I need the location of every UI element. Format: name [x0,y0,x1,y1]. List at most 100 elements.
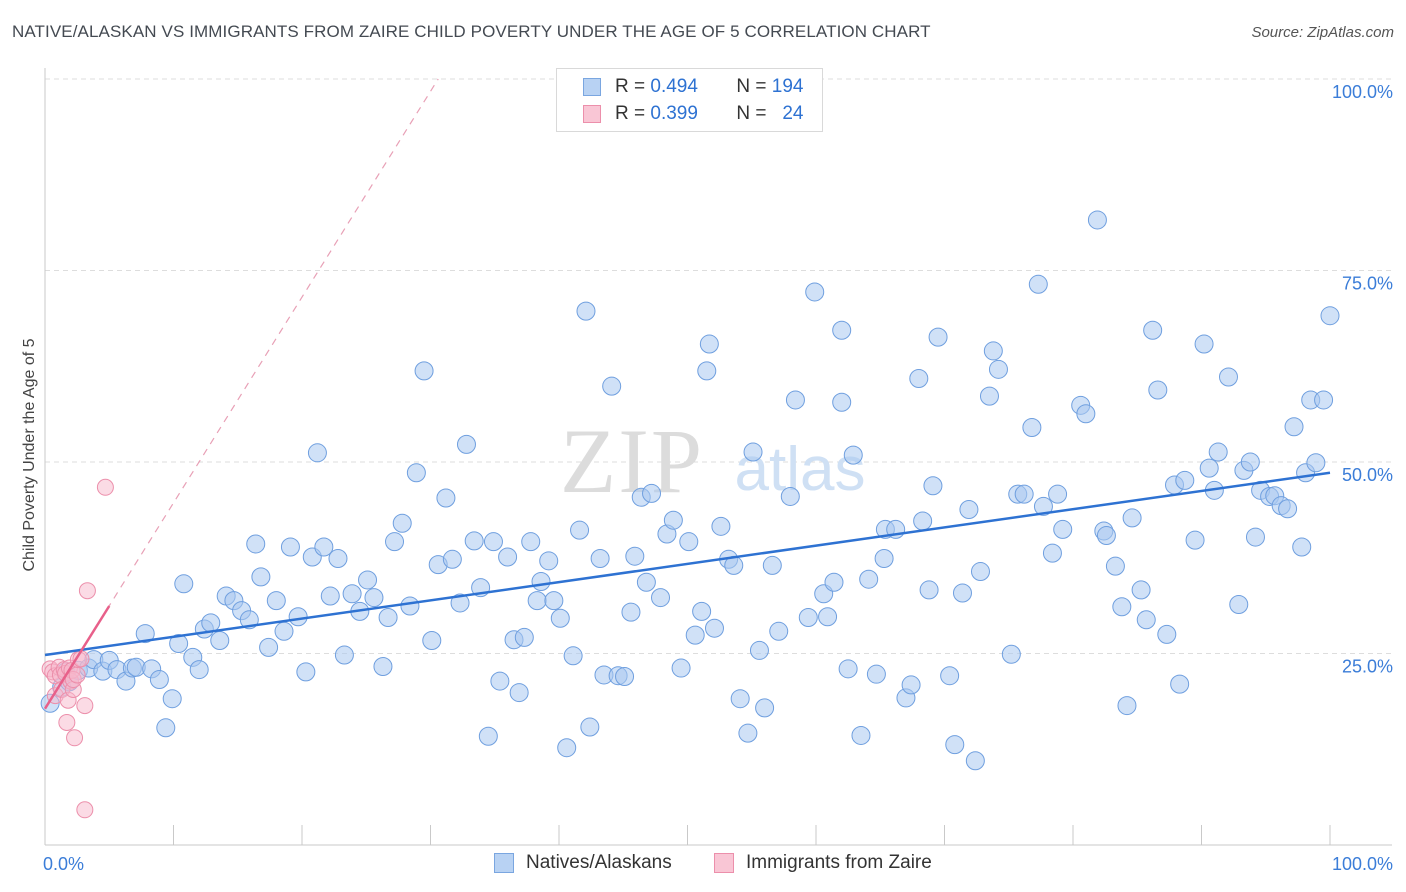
data-point-natives [210,630,230,650]
data-point-natives [818,607,838,627]
legend-n-value: 24 [782,103,804,124]
data-point-natives [1053,519,1073,539]
watermark-zip: ZIP [560,410,704,512]
data-point-zaire [58,713,76,731]
data-point-natives [959,499,979,519]
legend-r-value: 0.399 [650,103,698,124]
data-point-natives [514,627,534,647]
bottom-legend-label-zaire: Immigrants from Zaire [746,852,932,873]
data-point-natives [913,511,933,531]
data-point-natives [456,434,476,454]
legend-row-natives: R = 0.494 N = 194 [583,75,803,99]
data-point-natives [1076,404,1096,424]
data-point-zaire [66,729,84,747]
data-point-natives [1148,380,1168,400]
data-point-natives [274,621,294,641]
data-point-zaire [68,666,86,684]
data-point-natives [970,562,990,582]
data-point-natives [400,596,420,616]
data-point-natives [201,613,221,633]
bottom-legend-natives: Natives/Alaskans [494,852,672,874]
data-point-natives [625,546,645,566]
data-point-natives [334,645,354,665]
data-point-natives [824,572,844,592]
data-point-natives [988,359,1008,379]
data-point-natives [1014,484,1034,504]
data-point-natives [621,602,641,622]
data-point-natives [174,574,194,594]
data-point-natives [671,658,691,678]
data-point-natives [135,624,155,644]
data-point-natives [1240,452,1260,472]
data-point-natives [580,717,600,737]
data-point-natives [785,390,805,410]
data-point-natives [901,675,921,695]
data-point-natives [874,549,894,569]
y-tick-label: 100.0% [1332,82,1393,102]
data-point-natives [1131,580,1151,600]
data-point-natives [909,369,929,389]
data-point-natives [1320,306,1340,326]
legend-r-label: R = [615,103,646,124]
data-point-natives [320,586,340,606]
data-point-natives [749,640,769,660]
bottom-legend-zaire: Immigrants from Zaire [714,852,932,874]
data-point-natives [952,583,972,603]
data-point-natives [642,483,662,503]
data-point-natives [521,532,541,552]
data-point-natives [615,666,635,686]
y-tick-label: 50.0% [1342,465,1393,485]
data-point-natives [1117,696,1137,716]
watermark: ZIP atlas [560,410,865,512]
data-point-natives [378,607,398,627]
data-point-natives [838,659,858,679]
data-point-natives [1314,390,1334,410]
bottom-legend-swatch-blue [494,853,514,873]
data-point-natives [490,671,510,691]
data-point-natives [162,689,182,709]
data-point-natives [1028,274,1048,294]
data-point-natives [156,718,176,738]
y-tick-label: 25.0% [1342,657,1393,677]
data-point-natives [266,591,286,611]
data-point-natives [539,551,559,571]
data-point-natives [314,537,334,557]
data-point-natives [246,534,266,554]
legend-row-zaire: R = 0.399 N = 24 [583,102,803,126]
data-point-natives [979,386,999,406]
data-point-natives [983,341,1003,361]
bottom-legend-label-natives: Natives/Alaskans [526,852,672,873]
bottom-legend-swatch-pink [714,853,734,873]
data-point-natives [385,532,405,552]
data-point-natives [945,735,965,755]
data-point-natives [527,591,547,611]
legend-n-value: 194 [771,76,804,97]
data-point-natives [780,486,800,506]
data-point-natives [406,463,426,483]
legend-r-label: R = [615,76,646,97]
y-tick-label: 75.0% [1342,274,1393,294]
data-point-natives [1001,644,1021,664]
data-point-natives [1185,530,1205,550]
trend-line-natives [44,471,1331,657]
legend-r-value: 0.494 [650,76,698,97]
data-point-natives [832,320,852,340]
data-point-natives [373,657,393,677]
data-point-natives [498,547,518,567]
data-point-natives [699,334,719,354]
data-point-natives [450,593,470,613]
data-point-natives [1199,458,1219,478]
data-point-natives [798,607,818,627]
trend-line-zaire-extended [44,78,439,709]
data-point-natives [392,513,412,533]
data-point-natives [1278,499,1298,519]
legend-swatch-blue [583,78,601,96]
trend-line-zaire [43,605,111,710]
data-point-natives [636,572,656,592]
data-point-natives [422,630,442,650]
data-point-zaire [76,801,94,819]
data-point-natives [464,531,484,551]
data-point-natives [663,510,683,530]
data-point-natives [328,549,348,569]
data-point-natives [1136,610,1156,630]
